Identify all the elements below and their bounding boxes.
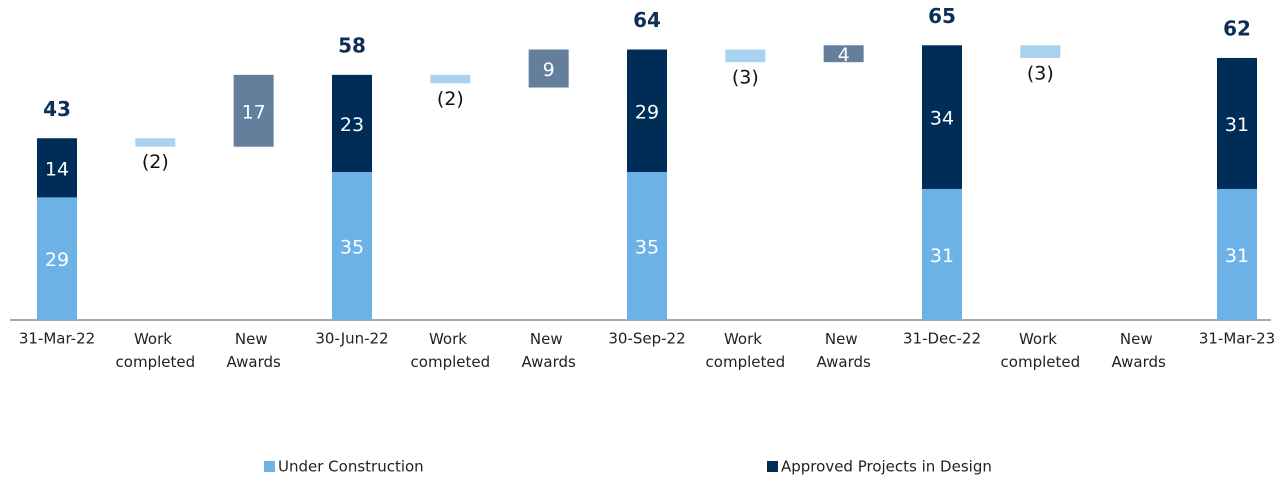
segment-label: 35 [635, 237, 659, 259]
bar-segment [922, 45, 962, 189]
bar-segment [332, 172, 372, 320]
segment-label: 29 [45, 249, 69, 271]
x-tick-label: Work completed [706, 330, 786, 371]
bar-segment [37, 138, 77, 198]
total-label: 65 [928, 4, 956, 28]
bar-segment [1217, 57, 1257, 189]
change-label: (3) [1027, 62, 1054, 84]
increase-bar [528, 49, 569, 88]
total-label: 64 [633, 8, 661, 32]
bar-segment [1217, 188, 1257, 320]
segment-label: 31 [1225, 114, 1249, 136]
change-label: 4 [838, 44, 850, 66]
segment-label: 29 [635, 101, 659, 123]
segment-label: 31 [930, 245, 954, 267]
segment-label: 14 [45, 158, 69, 180]
x-tick-label: New Awards [1111, 330, 1166, 371]
legend-label: Approved Projects in Design [781, 458, 992, 476]
bar-segment [332, 74, 372, 173]
decrease-bar [430, 74, 471, 84]
bar-segment [627, 49, 667, 173]
x-tick-label: Work completed [116, 330, 196, 371]
legend-swatch [767, 461, 778, 472]
x-tick-label: New Awards [816, 330, 871, 371]
increase-bar [823, 45, 864, 63]
bar-segment [37, 197, 77, 320]
change-label: 9 [543, 59, 555, 81]
total-label: 43 [43, 97, 71, 121]
decrease-bar [1020, 45, 1061, 58]
x-tick-label: Work completed [1001, 330, 1081, 371]
legend-swatch [264, 461, 275, 472]
change-label: (3) [732, 67, 759, 89]
x-tick-label: 31-Mar-22 [19, 330, 95, 348]
bar-segment [627, 172, 667, 320]
x-tick-label: 31-Dec-22 [903, 330, 981, 348]
change-label: (2) [437, 88, 464, 110]
segment-label: 23 [340, 114, 364, 136]
total-label: 62 [1223, 16, 1251, 40]
legend-label: Under Construction [278, 458, 424, 476]
decrease-bar [725, 49, 766, 63]
x-tick-label: Work completed [411, 330, 491, 371]
x-tick-label: 31-Mar-23 [1199, 330, 1275, 348]
change-label: 17 [242, 101, 266, 123]
total-label: 58 [338, 33, 366, 57]
change-label: (2) [142, 151, 169, 173]
decrease-bar [135, 138, 176, 147]
x-tick-label: New Awards [226, 330, 281, 371]
segment-label: 34 [930, 108, 954, 130]
increase-bar [233, 74, 274, 147]
bar-segment [922, 188, 962, 320]
x-tick-label: New Awards [521, 330, 576, 371]
x-tick-label: 30-Sep-22 [608, 330, 685, 348]
x-tick-label: 30-Jun-22 [315, 330, 388, 348]
segment-label: 35 [340, 237, 364, 259]
segment-label: 31 [1225, 245, 1249, 267]
